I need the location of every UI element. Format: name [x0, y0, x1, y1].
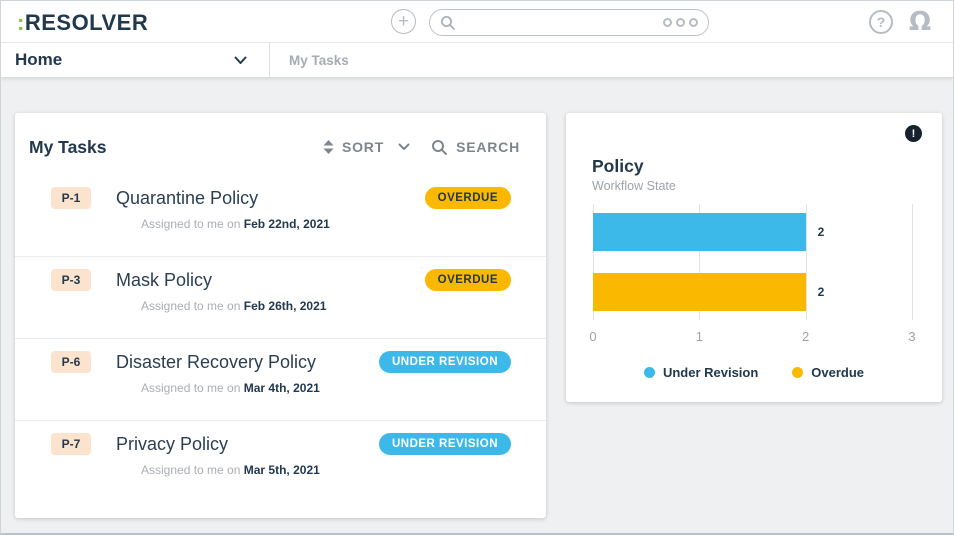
chart-gridline: [593, 204, 594, 320]
my-tasks-title: My Tasks: [29, 136, 107, 157]
legend-label: Under Revision: [662, 365, 759, 380]
home-dropdown[interactable]: Home: [1, 43, 269, 77]
logo-text: RESOLVER: [24, 10, 149, 35]
task-assigned-text: Assigned to me on Feb 26th, 2021: [141, 299, 327, 313]
my-tasks-header: My Tasks SORT SEARCH: [15, 113, 546, 175]
bar-value-label: 2: [817, 285, 825, 299]
status-badge: UNDER REVISION: [378, 351, 511, 373]
question-icon: ?: [876, 14, 886, 30]
help-button[interactable]: ?: [869, 10, 893, 34]
task-id-badge: P-1: [51, 187, 91, 209]
chart-plot: 0 1 2 3 2 2: [589, 204, 916, 344]
x-axis-tick-label: 0: [589, 329, 597, 344]
search-icon: [440, 15, 456, 31]
chart-gridline: [912, 204, 913, 320]
legend-label: Overdue: [811, 365, 865, 380]
policy-chart-card: ! Policy Workflow State 0 1 2 3 2 2 Under Rev…: [566, 113, 942, 402]
status-badge: UNDER REVISION: [378, 433, 511, 455]
task-title[interactable]: Mask Policy: [116, 269, 213, 290]
info-icon[interactable]: !: [905, 125, 922, 142]
chart-gridline: [699, 204, 701, 320]
task-date: Mar 4th, 2021: [243, 381, 320, 395]
legend-item[interactable]: Under Revision: [643, 365, 759, 380]
search-input[interactable]: [464, 15, 663, 30]
legend-dot-icon: [643, 367, 655, 378]
chart-legend: Under Revision Overdue: [566, 365, 942, 380]
nav-divider: [269, 43, 270, 77]
user-icon: Ω: [908, 7, 932, 37]
logo-colon: :: [17, 10, 25, 35]
sort-control[interactable]: SORT: [323, 139, 410, 155]
task-row[interactable]: P-6 Disaster Recovery Policy UNDER REVIS…: [15, 339, 546, 421]
task-row[interactable]: P-1 Quarantine Policy OVERDUE Assigned t…: [15, 175, 546, 257]
chart-subtitle: Workflow State: [592, 179, 676, 193]
chart-gridline: [805, 204, 807, 320]
chart-bar-under-revision[interactable]: [593, 213, 806, 251]
task-assigned-text: Assigned to me on Mar 5th, 2021: [141, 463, 320, 477]
sort-label: SORT: [341, 139, 385, 155]
status-badge: OVERDUE: [424, 269, 511, 291]
sort-arrows-icon: [323, 140, 334, 154]
chevron-down-icon: [234, 56, 247, 65]
search-icon: [431, 139, 448, 156]
breadcrumb[interactable]: My Tasks: [289, 52, 349, 68]
x-axis-tick-label: 2: [802, 329, 810, 344]
task-date: Feb 26th, 2021: [243, 299, 327, 313]
task-assigned-text: Assigned to me on Mar 4th, 2021: [141, 381, 320, 395]
more-options-icon[interactable]: [663, 18, 698, 27]
resolver-logo[interactable]: :RESOLVER: [17, 10, 148, 36]
task-assigned-text: Assigned to me on Feb 22nd, 2021: [141, 217, 330, 231]
chart-title: Policy: [592, 156, 644, 176]
nav-bar: Home My Tasks: [1, 43, 953, 78]
task-row[interactable]: P-3 Mask Policy OVERDUE Assigned to me o…: [15, 257, 546, 339]
my-tasks-card: My Tasks SORT SEARCH: [15, 113, 546, 518]
legend-item[interactable]: Overdue: [792, 365, 864, 380]
chevron-down-icon: [398, 143, 410, 151]
task-title[interactable]: Disaster Recovery Policy: [116, 351, 317, 372]
x-axis-tick-label: 1: [695, 329, 703, 344]
task-title[interactable]: Privacy Policy: [116, 433, 229, 454]
top-header: :RESOLVER + ? Ω: [1, 1, 953, 43]
user-menu-button[interactable]: Ω: [906, 5, 934, 39]
task-id-badge: P-3: [51, 269, 91, 291]
task-date: Feb 22nd, 2021: [243, 217, 330, 231]
search-label: SEARCH: [456, 139, 520, 155]
plus-icon: +: [397, 11, 410, 32]
home-label: Home: [15, 50, 63, 69]
task-id-badge: P-7: [51, 433, 91, 455]
task-id-badge: P-6: [51, 351, 91, 373]
task-row[interactable]: P-7 Privacy Policy UNDER REVISION Assign…: [15, 421, 546, 503]
add-button[interactable]: +: [391, 9, 416, 34]
search-control[interactable]: SEARCH: [431, 139, 520, 156]
task-title[interactable]: Quarantine Policy: [116, 187, 259, 208]
task-date: Mar 5th, 2021: [243, 463, 320, 477]
legend-dot-icon: [792, 367, 804, 378]
bar-value-label: 2: [817, 225, 825, 239]
status-badge: OVERDUE: [424, 187, 511, 209]
chart-bar-overdue[interactable]: [593, 273, 806, 311]
x-axis-tick-label: 3: [908, 329, 916, 344]
global-search[interactable]: [429, 9, 709, 36]
